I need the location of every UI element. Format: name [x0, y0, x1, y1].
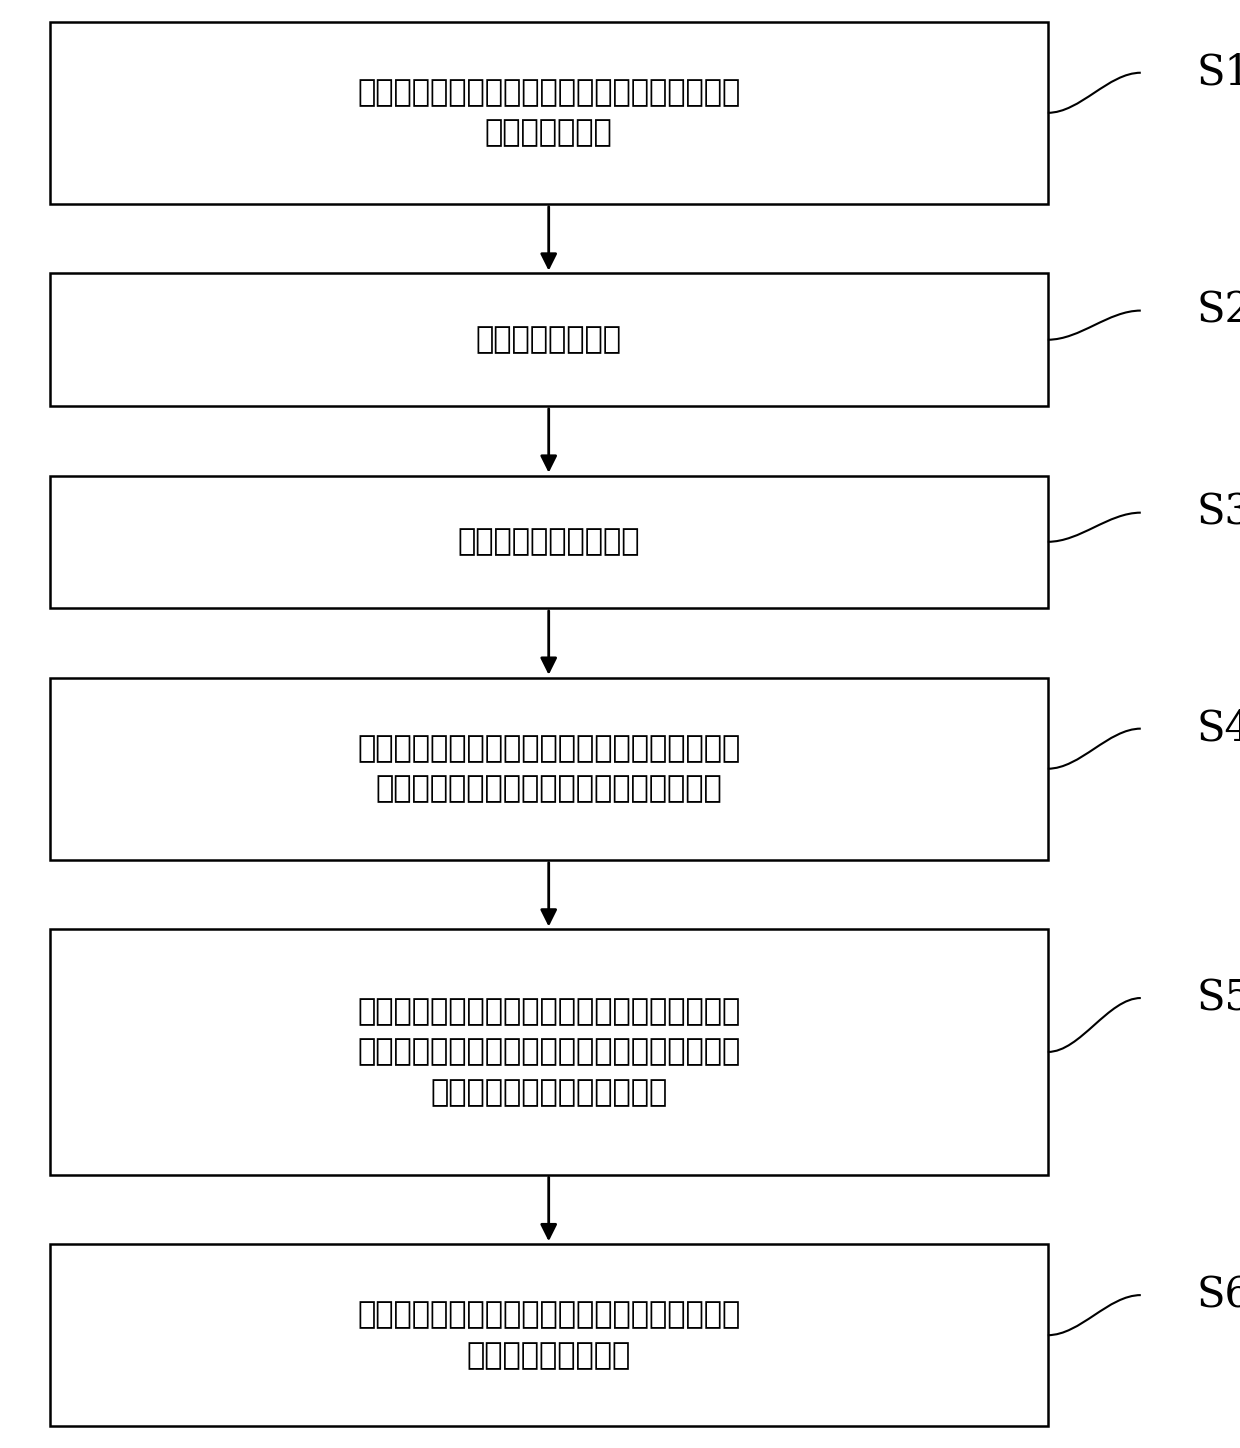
- Bar: [50, 274, 1048, 405]
- Bar: [50, 678, 1048, 860]
- Bar: [50, 1244, 1048, 1426]
- Text: S2: S2: [1197, 290, 1240, 332]
- Text: S4: S4: [1197, 708, 1240, 750]
- Text: 基于心理测试刺激材料，结合引导语或引导场景
对被测者进行测试，获取被测者的脑电信号: 基于心理测试刺激材料，结合引导语或引导场景 对被测者进行测试，获取被测者的脑电信…: [357, 734, 740, 804]
- Text: S5: S5: [1197, 977, 1240, 1019]
- Text: S1: S1: [1197, 52, 1240, 94]
- Bar: [50, 22, 1048, 204]
- Bar: [50, 475, 1048, 608]
- Bar: [50, 930, 1048, 1174]
- Text: 对脑电信号进行多种处理，提取隐瞒行为的事件
相关脑电特征图，从事件相关脑电特征图筛选出
隐瞒行为的脑电信号特征指标: 对脑电信号进行多种处理，提取隐瞒行为的事件 相关脑电特征图，从事件相关脑电特征图…: [357, 998, 740, 1106]
- Text: 构建引导语或引导场景: 构建引导语或引导场景: [458, 527, 640, 556]
- Text: S3: S3: [1197, 492, 1240, 534]
- Text: 目标刺激强化记忆: 目标刺激强化记忆: [476, 326, 621, 355]
- Text: S6: S6: [1197, 1274, 1240, 1316]
- Text: 根据脑电信号特征指标，基于模式识别与机器学
习自动识别隐瞒行为: 根据脑电信号特征指标，基于模式识别与机器学 习自动识别隐瞒行为: [357, 1300, 740, 1370]
- Text: 提供基于冲突检测理论的心理测试刺激材料及其
特殊的操作反应: 提供基于冲突检测理论的心理测试刺激材料及其 特殊的操作反应: [357, 78, 740, 148]
